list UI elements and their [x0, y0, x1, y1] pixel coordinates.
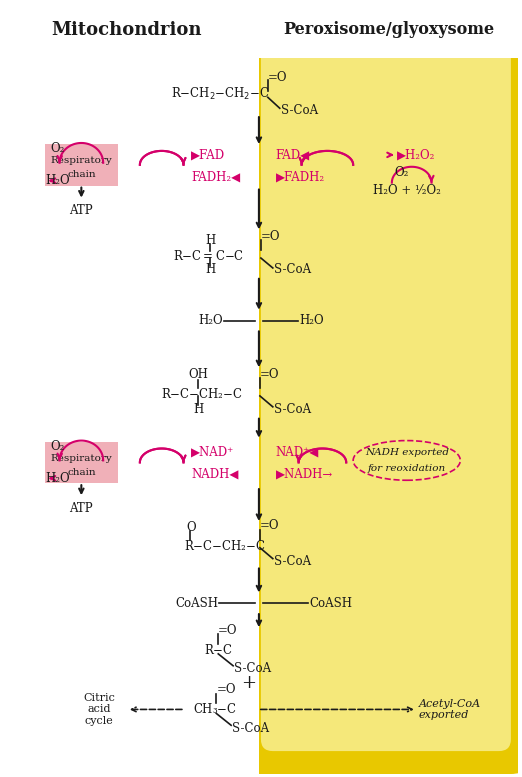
Text: R$-$C: R$-$C: [204, 643, 233, 657]
Text: S-CoA: S-CoA: [281, 104, 318, 117]
Text: =O: =O: [268, 71, 287, 84]
Ellipse shape: [21, 493, 78, 525]
Text: Respiratory: Respiratory: [51, 156, 112, 166]
Text: R$-$C$-$CH₂$-$C: R$-$C$-$CH₂$-$C: [161, 387, 242, 401]
Text: ATP: ATP: [69, 501, 93, 514]
FancyBboxPatch shape: [237, 26, 522, 772]
Text: ▶H₂O₂: ▶H₂O₂: [397, 148, 435, 162]
Ellipse shape: [16, 626, 87, 670]
Ellipse shape: [16, 343, 87, 387]
Text: H₂O + ¹⁄₂O₂: H₂O + ¹⁄₂O₂: [373, 184, 441, 197]
Ellipse shape: [16, 418, 87, 462]
Text: FAD◀: FAD◀: [276, 148, 310, 162]
Text: chain: chain: [67, 170, 96, 179]
Text: =O: =O: [260, 368, 279, 381]
Ellipse shape: [27, 569, 68, 588]
Text: =O: =O: [218, 624, 238, 636]
Text: +: +: [242, 674, 256, 692]
Text: Respiratory: Respiratory: [51, 454, 112, 463]
Text: H₂O: H₂O: [198, 314, 223, 327]
Text: O₂: O₂: [50, 142, 65, 155]
Text: H: H: [205, 263, 216, 277]
Text: ▶NAD⁺: ▶NAD⁺: [192, 446, 235, 459]
Text: Citric
acid
cycle: Citric acid cycle: [84, 693, 115, 726]
Ellipse shape: [16, 194, 87, 239]
Ellipse shape: [27, 638, 68, 658]
Text: FADH₂◀: FADH₂◀: [192, 170, 241, 183]
Text: Acetyl-CoA
exported: Acetyl-CoA exported: [419, 699, 481, 720]
Text: =O: =O: [216, 683, 236, 696]
Text: chain: chain: [67, 468, 96, 477]
Ellipse shape: [21, 632, 78, 664]
Text: R$-$CH$_2$$-$CH$_2$$-$C: R$-$CH$_2$$-$CH$_2$$-$C: [171, 86, 269, 103]
Text: S-CoA: S-CoA: [234, 662, 271, 675]
Text: H: H: [193, 403, 204, 416]
Text: O₂: O₂: [50, 440, 65, 453]
FancyBboxPatch shape: [18, 43, 260, 751]
Ellipse shape: [27, 280, 68, 301]
Text: O: O: [186, 521, 196, 535]
Text: =O: =O: [261, 230, 280, 242]
Bar: [0, 3, 259, 774]
FancyBboxPatch shape: [0, 28, 272, 773]
Bar: [259, 3, 518, 774]
Ellipse shape: [16, 269, 87, 312]
Text: CoASH: CoASH: [310, 597, 352, 610]
Ellipse shape: [16, 487, 87, 531]
Text: NAD⁺◀: NAD⁺◀: [276, 446, 319, 459]
Ellipse shape: [21, 563, 78, 594]
FancyBboxPatch shape: [237, 28, 522, 772]
Bar: [0, 0, 518, 57]
Ellipse shape: [27, 499, 68, 519]
Text: Mitochondrion: Mitochondrion: [52, 21, 202, 39]
Text: NADH◀: NADH◀: [192, 468, 239, 481]
Text: R$-$C$-$CH₂$-$C: R$-$C$-$CH₂$-$C: [184, 538, 265, 552]
Text: ▶NADH→: ▶NADH→: [276, 468, 333, 481]
Text: H₂O: H₂O: [45, 174, 70, 187]
Ellipse shape: [27, 355, 68, 375]
Ellipse shape: [16, 130, 87, 174]
Text: H₂O: H₂O: [45, 472, 70, 485]
Text: for reoxidation: for reoxidation: [367, 464, 446, 473]
Text: H₂O: H₂O: [300, 314, 324, 327]
Ellipse shape: [27, 430, 68, 450]
Ellipse shape: [27, 142, 68, 162]
Text: Peroxisome/glyoxysome: Peroxisome/glyoxysome: [283, 21, 494, 38]
Ellipse shape: [21, 350, 78, 381]
FancyBboxPatch shape: [261, 45, 511, 751]
Bar: [0, 3, 259, 774]
Text: =O: =O: [260, 519, 279, 532]
Text: O₂: O₂: [395, 166, 409, 179]
Ellipse shape: [21, 275, 78, 307]
Text: CH₃$-$C: CH₃$-$C: [194, 702, 238, 716]
Text: ▶FAD: ▶FAD: [192, 148, 226, 162]
FancyBboxPatch shape: [45, 144, 118, 186]
Text: R$-$C$=$C$-$C: R$-$C$=$C$-$C: [173, 249, 244, 263]
FancyBboxPatch shape: [45, 441, 118, 483]
Text: S-CoA: S-CoA: [274, 403, 311, 416]
Text: ▶FADH₂: ▶FADH₂: [276, 170, 325, 183]
Ellipse shape: [21, 136, 78, 168]
Text: CoASH: CoASH: [175, 597, 218, 610]
Text: S-CoA: S-CoA: [274, 263, 311, 277]
Text: H: H: [205, 234, 216, 246]
Ellipse shape: [21, 423, 78, 455]
Text: OH: OH: [188, 368, 208, 381]
Text: S-CoA: S-CoA: [274, 555, 311, 568]
Ellipse shape: [27, 207, 68, 226]
Text: S-CoA: S-CoA: [232, 722, 269, 735]
Text: NADH exported: NADH exported: [365, 448, 449, 457]
Text: ATP: ATP: [69, 204, 93, 217]
Ellipse shape: [16, 556, 87, 601]
Ellipse shape: [21, 200, 78, 232]
FancyBboxPatch shape: [261, 45, 511, 751]
